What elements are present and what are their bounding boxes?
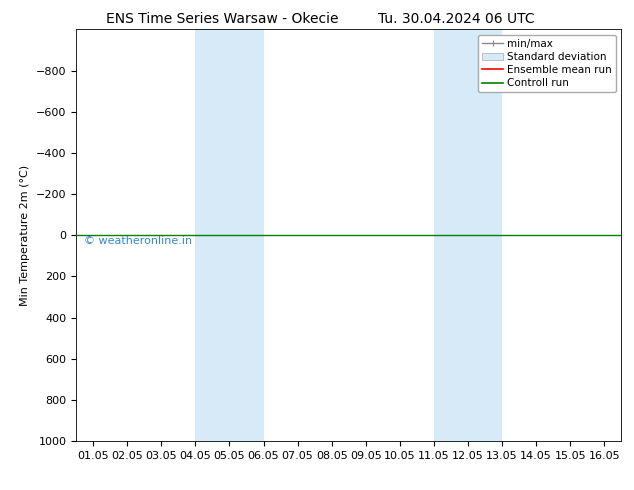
Legend: min/max, Standard deviation, Ensemble mean run, Controll run: min/max, Standard deviation, Ensemble me…	[478, 35, 616, 92]
Bar	[195, 29, 264, 441]
Text: ENS Time Series Warsaw - Okecie: ENS Time Series Warsaw - Okecie	[106, 12, 338, 26]
Text: Tu. 30.04.2024 06 UTC: Tu. 30.04.2024 06 UTC	[378, 12, 535, 26]
Y-axis label: Min Temperature 2m (°C): Min Temperature 2m (°C)	[20, 165, 30, 306]
Text: © weatheronline.in: © weatheronline.in	[84, 236, 192, 246]
Bar	[434, 29, 502, 441]
